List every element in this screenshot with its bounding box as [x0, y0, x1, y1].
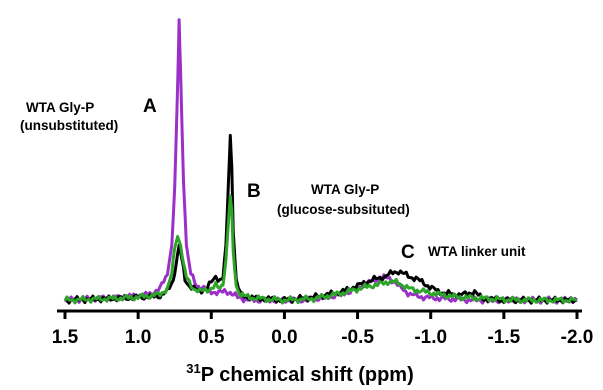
x-tick-label: -1.0 [414, 327, 447, 348]
annotation-b-letter: B [247, 181, 261, 202]
annotation-c-letter: C [401, 242, 415, 263]
spectrum-line-3 [63, 194, 578, 305]
x-axis-title: 31P chemical shift (ppm) [186, 361, 413, 386]
x-tick-label: 0.0 [271, 327, 297, 348]
x-axis-title-text: P chemical shift (ppm) [201, 364, 414, 386]
x-tick-label: 1.5 [52, 327, 79, 348]
x-tick-layer: 1.5 1.0 0.5 0.0 -0.5 -1.0 -1.5 -2.0 [52, 311, 594, 348]
annotation-a-line1: WTA Gly-P [26, 100, 94, 115]
x-axis-title-superscript: 31 [186, 361, 200, 376]
x-tick-label: 1.0 [125, 327, 151, 348]
spectrum-line-1 [64, 18, 578, 305]
series-layer [63, 18, 578, 305]
annotation-b-line2: (glucose-subsituted) [277, 202, 410, 217]
x-tick-label: -2.0 [561, 327, 594, 348]
x-tick-label: -0.5 [341, 327, 374, 348]
annotation-b-line1: WTA Gly-P [311, 182, 379, 197]
annotation-a-line2: (unsubstituted) [20, 118, 118, 133]
annotation-a-letter: A [143, 96, 157, 117]
x-tick-label: -1.5 [487, 327, 520, 348]
annotation-c-line1: WTA linker unit [428, 244, 526, 259]
spectrum-line-2 [64, 133, 578, 305]
x-tick-label: 0.5 [198, 327, 225, 348]
